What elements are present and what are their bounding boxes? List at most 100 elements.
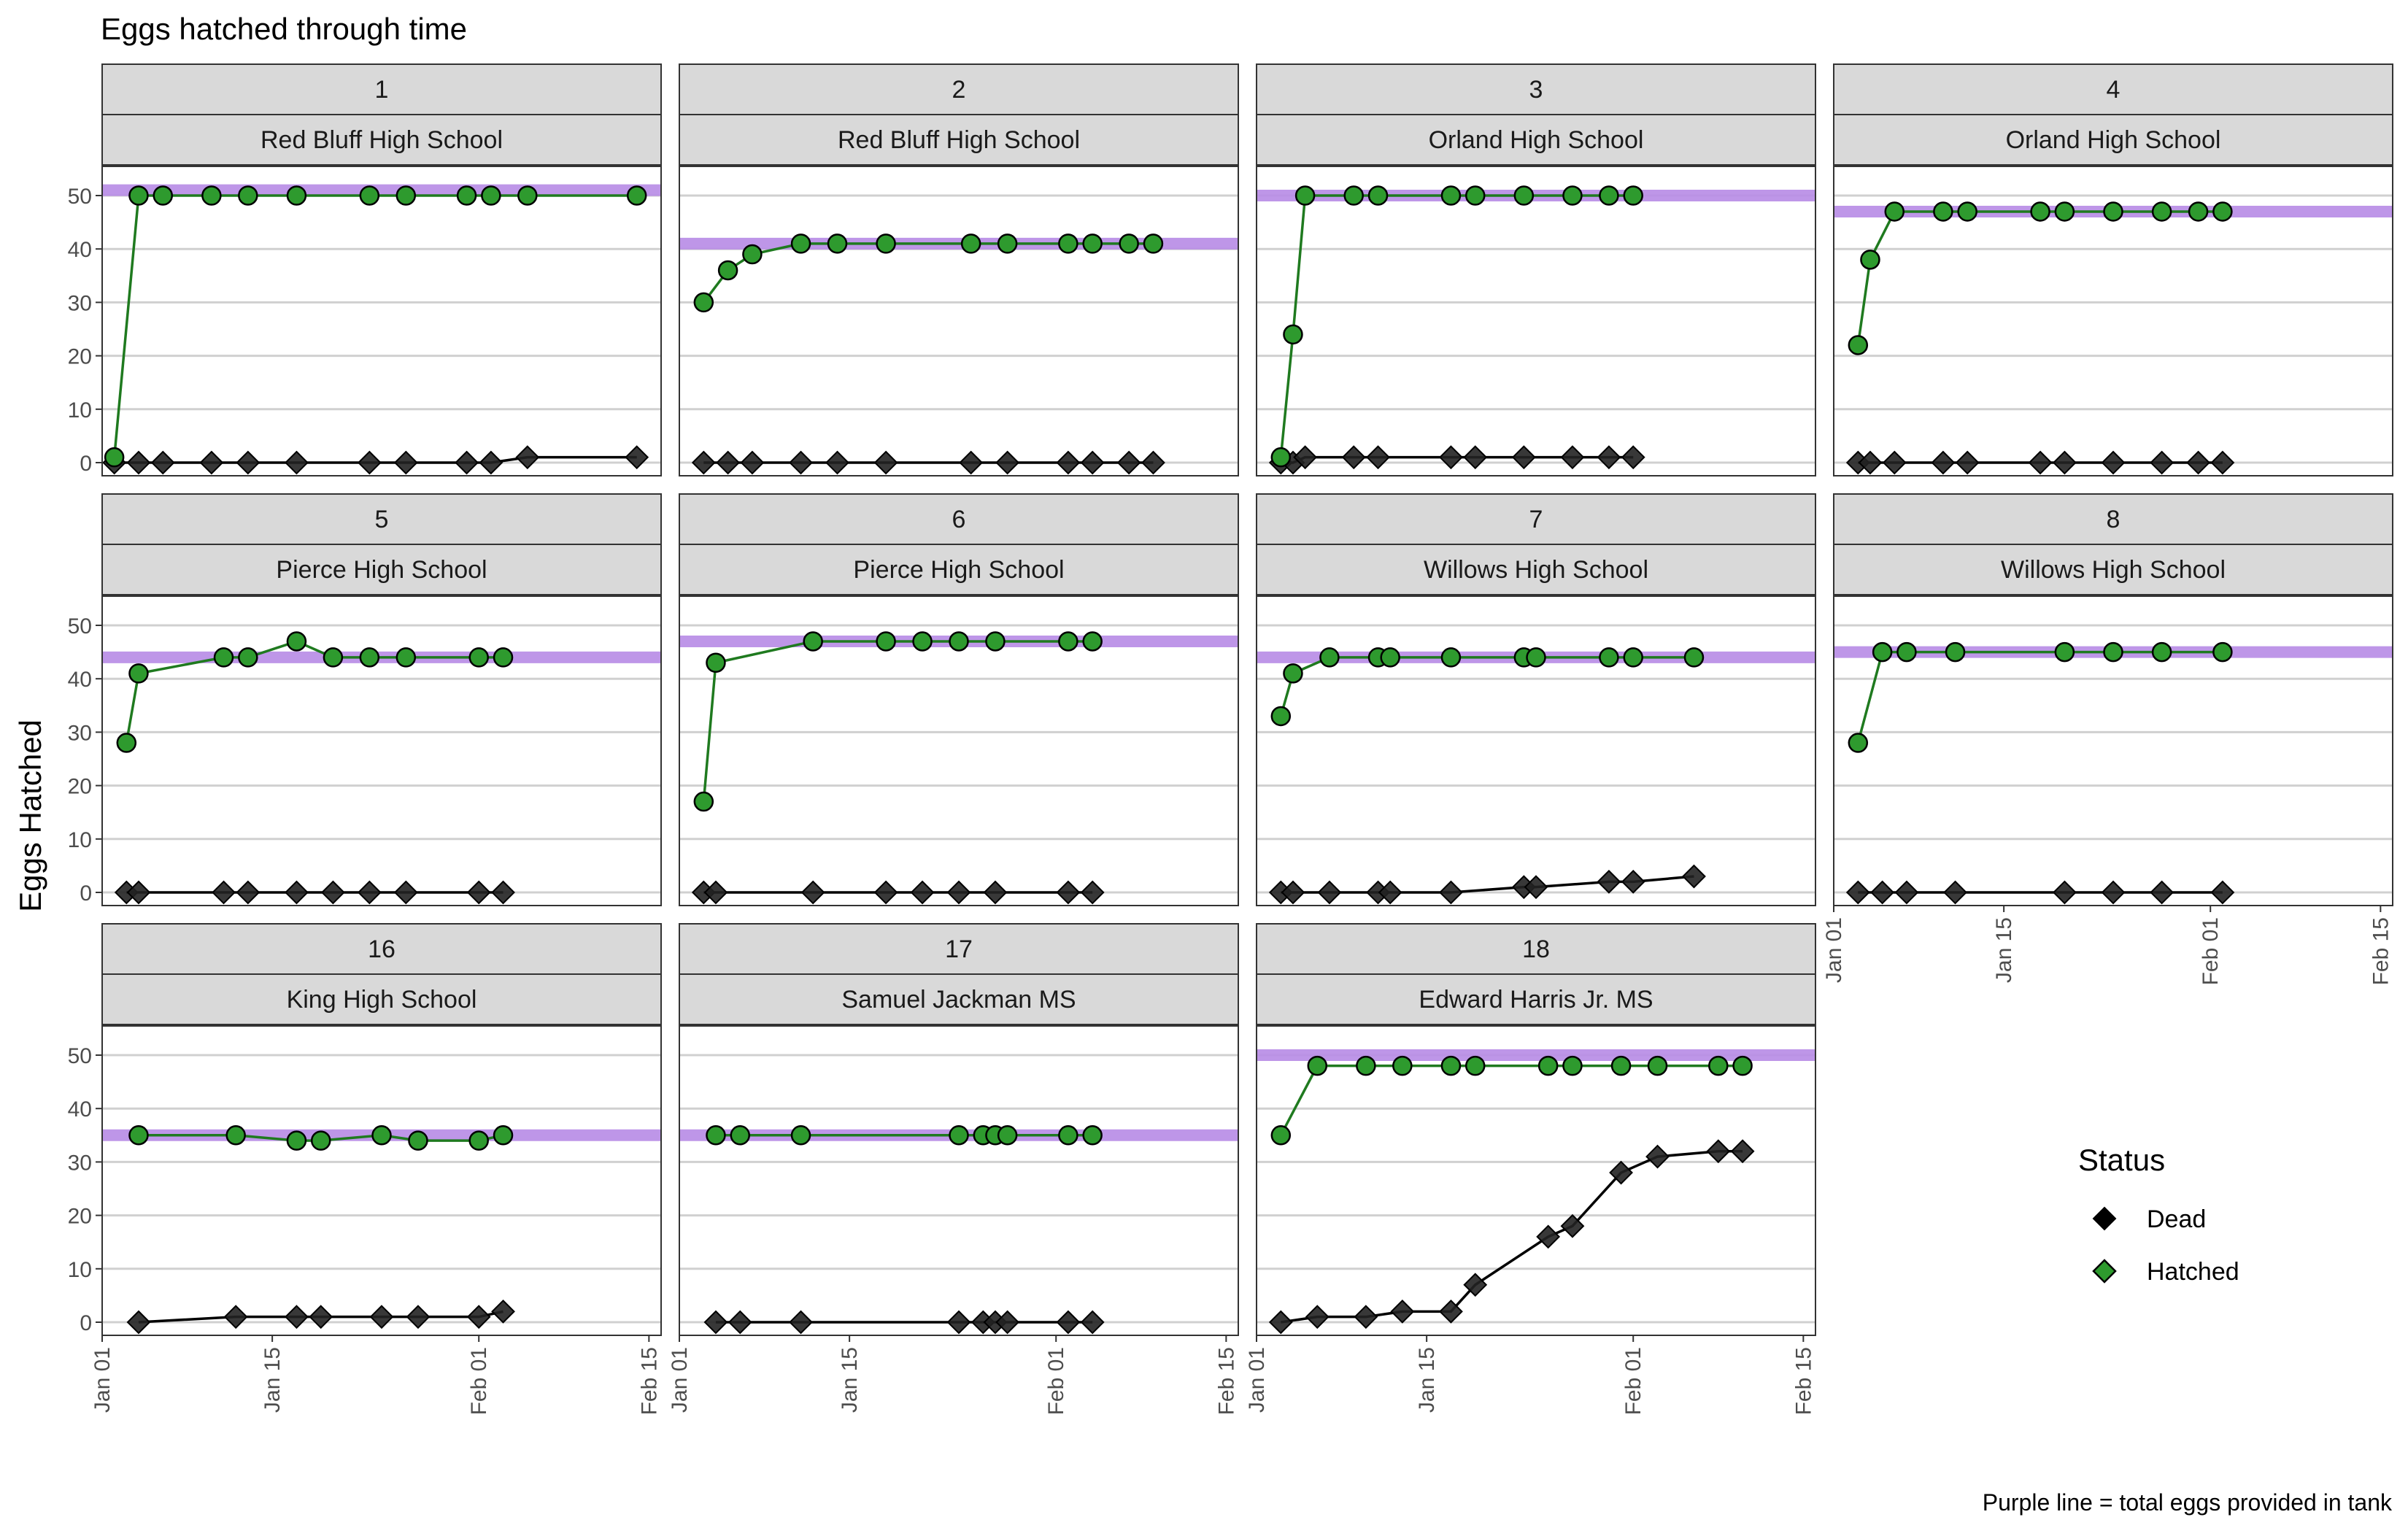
dead-point [1524, 875, 1548, 900]
dead-point [1390, 1299, 1415, 1324]
dead-point [1080, 1310, 1105, 1335]
facet-strip-school [679, 114, 1239, 166]
dead-point [1943, 880, 1967, 905]
dead-point [1621, 445, 1645, 470]
hatched-point [790, 1125, 811, 1146]
dead-point [285, 880, 309, 905]
y-tick-label: 30 [68, 721, 92, 745]
facet-strip-school [679, 973, 1239, 1025]
dead-point [285, 1305, 309, 1329]
dead-point [1354, 1305, 1378, 1329]
dead-point [1845, 880, 1870, 905]
facet-strip-id [101, 493, 662, 545]
dead-point [1645, 1144, 1670, 1169]
hatched-point [395, 647, 417, 668]
hatched-point [876, 631, 896, 652]
dead-point [2186, 450, 2210, 475]
panel-background [679, 166, 1238, 476]
dead-point [1056, 1310, 1081, 1335]
hatched-point [1119, 234, 1139, 254]
x-tick-label: Jan 01 [668, 1347, 692, 1413]
panel-background [102, 1026, 661, 1335]
hatched-point [238, 647, 258, 668]
dead-point [1882, 450, 1907, 475]
facet-strip-school-label: Red Bluff High School [261, 126, 503, 154]
dead-point [236, 880, 261, 905]
facet-strip-school [101, 114, 662, 166]
dead-point [1560, 445, 1585, 470]
dead-point [789, 1310, 813, 1335]
dead-point [2052, 450, 2077, 475]
hatched-point [493, 1125, 514, 1146]
hatched-point [359, 185, 380, 206]
x-tick-label: Feb 15 [1214, 1347, 1238, 1415]
facet-strip-school-label: Willows High School [2001, 556, 2226, 584]
hatched-point [128, 185, 149, 206]
dead-point [995, 1310, 1020, 1335]
hatched-point [1082, 234, 1103, 254]
hatched-point [517, 185, 538, 206]
dead-point [691, 450, 716, 475]
x-tick-label: Feb 01 [1044, 1347, 1068, 1415]
dead-point [1621, 869, 1645, 894]
y-tick-label: 30 [68, 291, 92, 315]
facet-strip-id-label: 17 [945, 935, 973, 963]
dead-point [285, 450, 309, 475]
dead-point [236, 450, 261, 475]
hatched-point [1562, 1055, 1583, 1076]
x-tick-label: Jan 15 [261, 1347, 285, 1413]
hatched-point [116, 733, 137, 753]
hatched-point [949, 1125, 969, 1146]
hatched-point [827, 234, 848, 254]
hatched-point [1848, 733, 1869, 753]
x-tick-label: Feb 15 [1791, 1347, 1815, 1415]
hatched-point [997, 234, 1018, 254]
hatched-point [1465, 185, 1486, 206]
facet-panel-1: 1 Red Bluff High School 0 10 20 30 40 50 [68, 63, 662, 476]
dead-point [946, 1310, 971, 1335]
hatched-point [238, 185, 258, 206]
dead-point [309, 1305, 333, 1329]
hatched-point [1270, 1125, 1292, 1146]
facet-strip-id [101, 63, 662, 115]
y-tick-label: 50 [68, 185, 92, 209]
x-tick-label: Jan 15 [1992, 917, 2016, 983]
hatched-point [1082, 1125, 1103, 1146]
legend-key-dead [2092, 1206, 2117, 1231]
panel-background [102, 166, 661, 476]
facet-strip-school-label: Samuel Jackman MS [841, 986, 1076, 1014]
hatched-point [213, 647, 234, 668]
dead-point [2150, 450, 2174, 475]
legend-title: Status [2078, 1143, 2165, 1177]
dead-point [2210, 450, 2235, 475]
hatched-point [1283, 663, 1303, 684]
hatched-point [201, 185, 222, 206]
legend: Status Dead Hatched [2078, 1143, 2239, 1286]
hatched-point [468, 647, 489, 668]
hatched-point [2151, 641, 2172, 663]
hatched-point [128, 1125, 149, 1146]
dead-point [406, 1305, 431, 1329]
chart-title: Eggs hatched through time [101, 12, 467, 46]
dead-point [223, 1305, 248, 1329]
hatched-point [153, 185, 174, 206]
hatched-point [1957, 201, 1977, 222]
y-tick-label: 20 [68, 775, 92, 799]
hatched-point [1392, 1055, 1413, 1076]
dead-point [1463, 445, 1488, 470]
facet-strip-id-label: 2 [952, 76, 966, 104]
hatched-point [717, 260, 738, 281]
facet-strip-school-label: Pierce High School [853, 556, 1064, 584]
hatched-point [1283, 324, 1303, 345]
facet-strip-id-label: 18 [1522, 935, 1550, 963]
dead-point [995, 450, 1020, 475]
facet-strip-id [679, 63, 1239, 115]
hatched-point [408, 1130, 428, 1151]
facet-strip-school-label: Pierce High School [276, 556, 487, 584]
dead-point [1080, 450, 1105, 475]
facet-panel-5: 5 Pierce High School 0 10 20 30 40 50 [68, 493, 662, 906]
hatched-point [803, 631, 823, 652]
hatched-point [2103, 201, 2123, 222]
facet-strip-id [101, 923, 662, 975]
hatched-point [960, 234, 981, 254]
